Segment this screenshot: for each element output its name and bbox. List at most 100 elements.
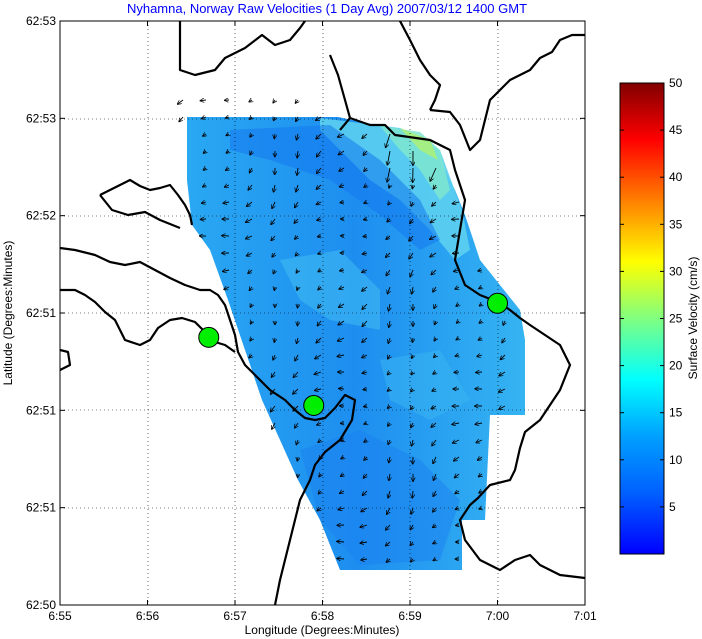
velocity-arrow xyxy=(388,337,390,343)
velocity-arrow xyxy=(433,542,436,544)
colorbar-tick-label: 30 xyxy=(669,264,683,278)
velocity-arrow xyxy=(338,320,345,325)
velocity-arrow xyxy=(433,456,436,463)
velocity-arrow xyxy=(364,219,367,220)
velocity-arrow xyxy=(341,457,344,459)
velocity-arrow xyxy=(362,133,368,138)
velocity-arrow xyxy=(339,287,345,289)
velocity-arrow xyxy=(224,287,230,289)
velocity-arrow xyxy=(454,270,460,271)
velocity-arrow xyxy=(317,508,321,511)
velocity-arrow xyxy=(226,168,229,170)
velocity-arrow xyxy=(430,252,437,257)
velocity-arrow xyxy=(434,303,436,308)
velocity-arrow xyxy=(431,219,437,222)
velocity-arrow xyxy=(387,507,390,514)
velocity-arrow xyxy=(273,354,275,360)
y-axis-label: Latitude (Degrees:Minutes) xyxy=(1,241,15,386)
velocity-arrow xyxy=(297,167,298,175)
velocity-arrow xyxy=(410,218,413,223)
velocity-arrow xyxy=(316,337,322,343)
velocity-arrow xyxy=(388,423,390,426)
velocity-arrow xyxy=(339,150,345,155)
velocity-arrow xyxy=(317,167,322,173)
velocity-arrow xyxy=(477,355,483,356)
chart-title: Nyhamna, Norway Raw Velocities (1 Day Av… xyxy=(127,1,527,16)
velocity-arrow xyxy=(411,422,413,427)
velocity-arrow xyxy=(297,287,298,290)
velocity-arrow xyxy=(411,389,413,392)
velocity-arrow xyxy=(248,270,253,273)
velocity-arrow xyxy=(433,286,436,292)
velocity-arrow xyxy=(479,321,482,323)
colorbar-label: Surface Velocity (cm/s) xyxy=(686,257,700,380)
x-tick-label: 6:55 xyxy=(48,609,72,623)
velocity-arrow xyxy=(362,337,368,342)
velocity-arrow xyxy=(411,559,413,562)
velocity-arrow xyxy=(435,321,436,324)
velocity-arrow xyxy=(293,388,299,394)
velocity-arrow xyxy=(297,150,298,158)
velocity-arrow xyxy=(338,134,345,137)
station-marker xyxy=(303,394,325,416)
velocity-arrow xyxy=(249,355,252,358)
velocity-arrow xyxy=(294,371,299,377)
colorbar-ticks: 5 10 15 20 25 30 35 40 45 50 xyxy=(620,76,683,514)
velocity-arrow xyxy=(296,253,298,256)
velocity-arrow xyxy=(389,185,390,188)
velocity-arrow xyxy=(339,304,345,307)
velocity-arrow xyxy=(337,558,345,559)
y-tick-label: 62:52 xyxy=(26,209,56,223)
velocity-arrow xyxy=(315,372,322,374)
velocity-arrow xyxy=(203,185,206,187)
velocity-arrow xyxy=(317,320,321,326)
y-tick-label: 62:53 xyxy=(26,111,56,125)
colorbar-tick-label: 10 xyxy=(669,453,683,467)
velocity-arrow xyxy=(410,542,413,545)
velocity-arrow xyxy=(251,321,252,324)
velocity-arrow xyxy=(388,389,390,391)
velocity-arrow xyxy=(318,287,321,290)
velocity-arrow xyxy=(316,133,322,139)
velocity-arrow xyxy=(246,236,253,239)
velocity-arrow xyxy=(273,270,275,273)
velocity-arrow xyxy=(272,253,275,257)
velocity-arrow xyxy=(317,184,322,189)
velocity-arrow xyxy=(317,423,321,425)
velocity-arrow xyxy=(337,541,345,542)
velocity-arrow xyxy=(412,355,413,358)
y-tick-label: 62:51 xyxy=(26,403,56,417)
velocity-arrow xyxy=(478,457,483,460)
velocity-arrow xyxy=(274,117,275,120)
x-axis-ticks: 6:55 6:56 6:57 6:58 6:59 7:00 7:01 xyxy=(48,21,597,623)
velocity-arrow xyxy=(249,100,252,102)
velocity-arrow xyxy=(297,457,298,461)
velocity-arrow xyxy=(389,320,390,327)
velocity-arrow xyxy=(295,422,298,428)
velocity-arrow xyxy=(364,473,367,478)
velocity-arrow xyxy=(387,150,391,165)
colorbar-tick-label: 5 xyxy=(669,500,676,514)
velocity-arrow xyxy=(223,202,230,203)
velocity-arrow xyxy=(386,252,391,257)
velocity-arrow xyxy=(388,439,390,444)
velocity-arrow xyxy=(338,338,345,341)
velocity-arrow xyxy=(248,184,253,190)
velocity-arrow xyxy=(410,524,413,530)
velocity-arrow xyxy=(296,439,298,444)
velocity-arrow xyxy=(223,270,230,271)
velocity-arrow xyxy=(272,371,275,377)
x-tick-label: 7:00 xyxy=(486,609,510,623)
velocity-arrow xyxy=(457,321,459,323)
velocity-arrow xyxy=(297,304,298,308)
velocity-field xyxy=(187,117,525,570)
station-marker xyxy=(198,326,220,348)
velocity-arrow xyxy=(293,405,299,411)
velocity-arrow xyxy=(360,525,368,527)
velocity-arrow xyxy=(363,253,368,254)
x-axis-label: Longitude (Degrees:Minutes) xyxy=(245,623,400,637)
velocity-arrow xyxy=(411,507,413,514)
velocity-arrow xyxy=(361,559,368,560)
velocity-arrow xyxy=(364,406,367,407)
velocity-arrow xyxy=(431,269,437,274)
